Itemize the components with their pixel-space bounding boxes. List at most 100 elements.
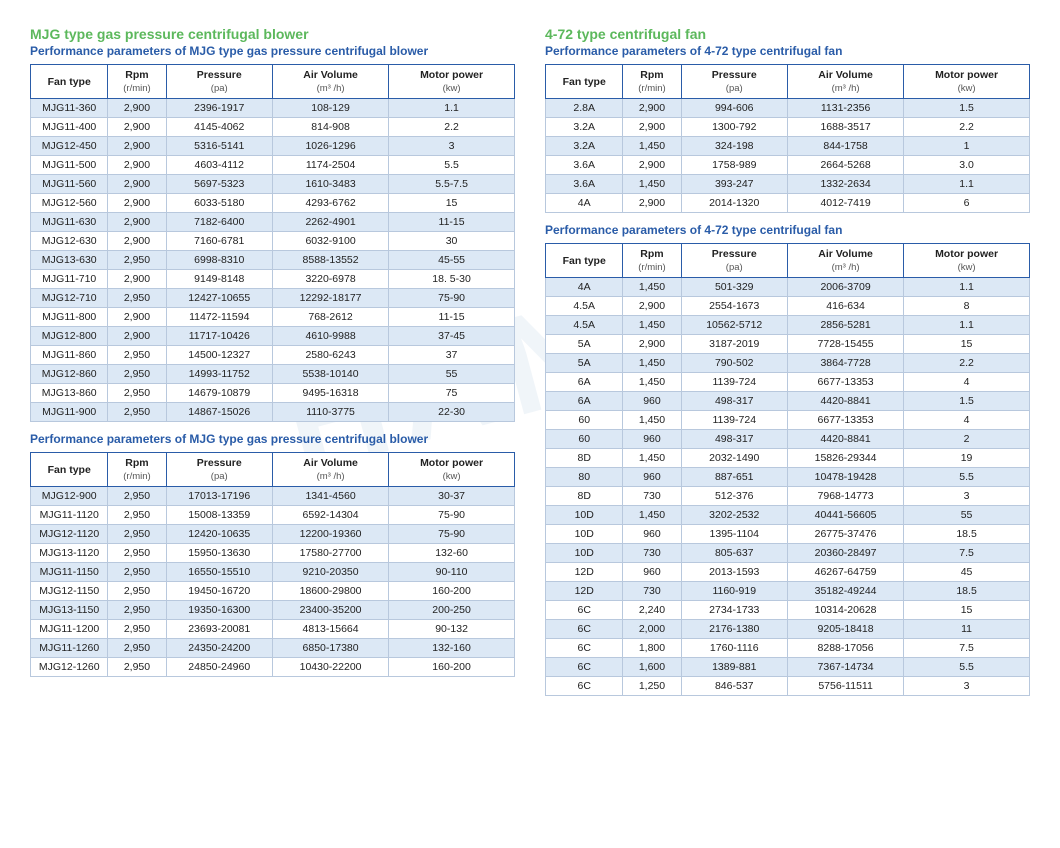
cell-pressure: 9149-8148	[166, 270, 272, 289]
cell-fan-type: MJG11-710	[31, 270, 108, 289]
table-row: 6C 2,000 2176-1380 9205-18418 11	[546, 620, 1030, 639]
cell-fan-type: MJG13-630	[31, 251, 108, 270]
cell-air-volume: 6032-9100	[272, 232, 388, 251]
table-row: MJG13-1120 2,950 15950-13630 17580-27700…	[31, 544, 515, 563]
cell-rpm: 2,900	[623, 194, 681, 213]
cell-pressure: 790-502	[681, 354, 787, 373]
cell-pressure: 7182-6400	[166, 213, 272, 232]
cell-rpm: 1,450	[623, 411, 681, 430]
cell-rpm: 2,950	[108, 251, 166, 270]
cell-fan-type: 60	[546, 430, 623, 449]
cell-motor-power: 1.5	[904, 392, 1030, 411]
cell-fan-type: 4.5A	[546, 297, 623, 316]
table-row: MJG11-1120 2,950 15008-13359 6592-14304 …	[31, 506, 515, 525]
cell-fan-type: MJG11-630	[31, 213, 108, 232]
col-motor-power: Motor power(kw)	[904, 65, 1030, 99]
cell-rpm: 1,450	[623, 506, 681, 525]
table-row: MJG11-710 2,900 9149-8148 3220-6978 18. …	[31, 270, 515, 289]
table-body: 4A 1,450 501-329 2006-3709 1.1 4.5A 2,90…	[546, 278, 1030, 696]
table-row: MJG11-1200 2,950 23693-20081 4813-15664 …	[31, 620, 515, 639]
cell-rpm: 2,900	[108, 270, 166, 289]
cell-pressure: 12427-10655	[166, 289, 272, 308]
cell-pressure: 14500-12327	[166, 346, 272, 365]
cell-rpm: 730	[623, 544, 681, 563]
cell-fan-type: 6C	[546, 658, 623, 677]
cell-air-volume: 2006-3709	[787, 278, 903, 297]
cell-rpm: 1,600	[623, 658, 681, 677]
cell-fan-type: 8D	[546, 449, 623, 468]
cell-air-volume: 40441-56605	[787, 506, 903, 525]
cell-rpm: 960	[623, 525, 681, 544]
table-row: MJG12-710 2,950 12427-10655 12292-18177 …	[31, 289, 515, 308]
cell-motor-power: 132-160	[389, 639, 515, 658]
cell-rpm: 2,900	[108, 156, 166, 175]
cell-air-volume: 6850-17380	[272, 639, 388, 658]
cell-fan-type: MJG11-860	[31, 346, 108, 365]
cell-fan-type: 4A	[546, 194, 623, 213]
cell-rpm: 1,450	[623, 278, 681, 297]
cell-motor-power: 160-200	[389, 658, 515, 677]
cell-motor-power: 45-55	[389, 251, 515, 270]
cell-motor-power: 18.5	[904, 582, 1030, 601]
cell-rpm: 2,900	[623, 297, 681, 316]
cell-motor-power: 3.0	[904, 156, 1030, 175]
table-row: MJG12-860 2,950 14993-11752 5538-10140 5…	[31, 365, 515, 384]
table-row: 4A 1,450 501-329 2006-3709 1.1	[546, 278, 1030, 297]
cell-motor-power: 45	[904, 563, 1030, 582]
table-row: 12D 960 2013-1593 46267-64759 45	[546, 563, 1030, 582]
col-fan-type: Fan type	[31, 65, 108, 99]
cell-motor-power: 200-250	[389, 601, 515, 620]
cell-fan-type: 10D	[546, 544, 623, 563]
cell-fan-type: MJG11-560	[31, 175, 108, 194]
col-air-volume: Air Volume(m³ /h)	[787, 244, 903, 278]
table-row: 6C 2,240 2734-1733 10314-20628 15	[546, 601, 1030, 620]
cell-pressure: 12420-10635	[166, 525, 272, 544]
cell-air-volume: 6677-13353	[787, 373, 903, 392]
cell-pressure: 1395-1104	[681, 525, 787, 544]
cell-pressure: 498-317	[681, 430, 787, 449]
cell-air-volume: 1341-4560	[272, 487, 388, 506]
cell-air-volume: 9210-20350	[272, 563, 388, 582]
cell-rpm: 2,950	[108, 403, 166, 422]
cell-motor-power: 5.5	[389, 156, 515, 175]
472-table-1: Fan type Rpm(r/min) Pressure(pa) Air Vol…	[545, 64, 1030, 213]
cell-pressure: 19450-16720	[166, 582, 272, 601]
cell-pressure: 994-606	[681, 99, 787, 118]
cell-fan-type: 6C	[546, 639, 623, 658]
cell-pressure: 17013-17196	[166, 487, 272, 506]
cell-rpm: 2,950	[108, 582, 166, 601]
table-row: MJG11-400 2,900 4145-4062 814-908 2.2	[31, 118, 515, 137]
cell-motor-power: 19	[904, 449, 1030, 468]
cell-motor-power: 11-15	[389, 213, 515, 232]
cell-air-volume: 9495-16318	[272, 384, 388, 403]
cell-motor-power: 90-110	[389, 563, 515, 582]
cell-air-volume: 7728-15455	[787, 335, 903, 354]
col-air-volume: Air Volume(m³ /h)	[272, 453, 388, 487]
cell-fan-type: MJG11-1120	[31, 506, 108, 525]
cell-air-volume: 10430-22200	[272, 658, 388, 677]
cell-fan-type: 6C	[546, 620, 623, 639]
cell-pressure: 2554-1673	[681, 297, 787, 316]
cell-motor-power: 75-90	[389, 506, 515, 525]
cell-rpm: 1,450	[623, 316, 681, 335]
table-row: 60 960 498-317 4420-8841 2	[546, 430, 1030, 449]
table-row: MJG11-800 2,900 11472-11594 768-2612 11-…	[31, 308, 515, 327]
table-row: MJG13-1150 2,950 19350-16300 23400-35200…	[31, 601, 515, 620]
col-pressure: Pressure(pa)	[166, 453, 272, 487]
cell-air-volume: 6677-13353	[787, 411, 903, 430]
cell-fan-type: 3.6A	[546, 156, 623, 175]
cell-air-volume: 7968-14773	[787, 487, 903, 506]
cell-pressure: 24350-24200	[166, 639, 272, 658]
cell-pressure: 14867-15026	[166, 403, 272, 422]
cell-air-volume: 1026-1296	[272, 137, 388, 156]
cell-motor-power: 7.5	[904, 639, 1030, 658]
cell-air-volume: 4012-7419	[787, 194, 903, 213]
cell-motor-power: 7.5	[904, 544, 1030, 563]
cell-motor-power: 18. 5-30	[389, 270, 515, 289]
cell-fan-type: MJG12-450	[31, 137, 108, 156]
cell-motor-power: 1.1	[904, 316, 1030, 335]
cell-fan-type: MJG12-900	[31, 487, 108, 506]
cell-motor-power: 30	[389, 232, 515, 251]
table-row: 4.5A 2,900 2554-1673 416-634 8	[546, 297, 1030, 316]
mjg-table-1: Fan type Rpm(r/min) Pressure(pa) Air Vol…	[30, 64, 515, 422]
